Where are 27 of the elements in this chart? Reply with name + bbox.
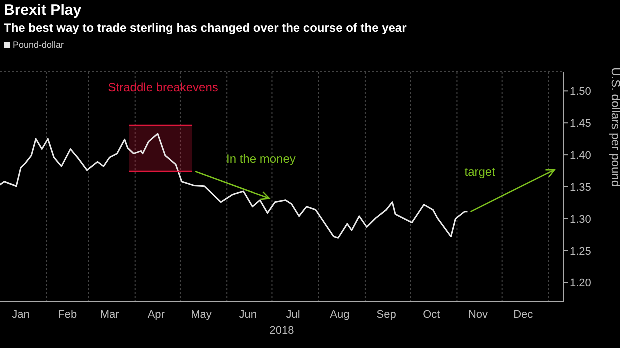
y-tick-label: 1.30 (570, 214, 592, 226)
x-tick-label: Nov (468, 308, 489, 321)
y-tick-label: 1.40 (570, 150, 592, 162)
x-tick-label: Jul (286, 308, 300, 321)
annotation: In the money (226, 152, 296, 166)
x-tick-label: Apr (148, 308, 166, 321)
legend-label: Pound-dollar (12, 40, 64, 50)
x-tick-label: May (191, 308, 212, 321)
x-tick-label: Aug (330, 308, 350, 321)
chart-subtitle: The best way to trade sterling has changed over the course of the year (4, 21, 407, 35)
annotation: target (464, 164, 496, 179)
y-tick-label: 1.45 (570, 118, 592, 130)
y-tick-label: 1.50 (570, 86, 592, 98)
y-tick-label: 1.20 (570, 278, 592, 290)
y-axis-title: U.S. dollars per pound (608, 68, 620, 187)
chart-title: Brexit Play (4, 2, 82, 19)
x-tick-label: Sep (376, 308, 396, 321)
y-tick-label: 1.35 (570, 182, 592, 194)
text: Straddle breakevens (108, 80, 218, 95)
x-tick-label: Jun (239, 308, 258, 321)
x-tick-label: Dec (514, 308, 534, 321)
x-tick-label: Jan (12, 308, 30, 321)
x-tick-label: Oct (423, 308, 440, 321)
y-tick-label: 1.25 (570, 246, 592, 258)
x-tick-label: Feb (58, 308, 78, 321)
x-axis-title: 2018 (270, 325, 294, 337)
x-tick-label: Mar (100, 308, 120, 321)
